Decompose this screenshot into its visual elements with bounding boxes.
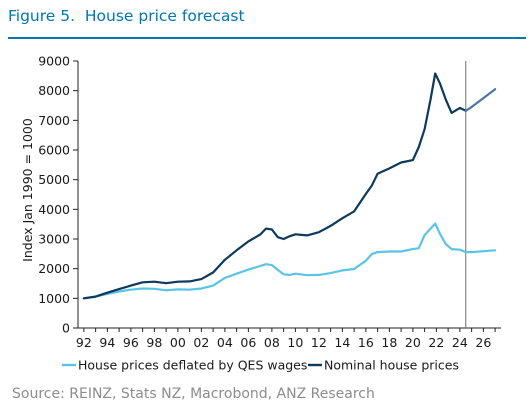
y-tick-label: 2000 xyxy=(38,261,70,276)
legend-label-nominal: Nominal house prices xyxy=(324,358,459,373)
y-tick-label: 8000 xyxy=(38,83,70,98)
legend: House prices deflated by QES wages Nomina… xyxy=(62,358,459,373)
x-tick-label: 16 xyxy=(358,335,374,350)
y-axis-title-group: Index Jan 1990 = 1000 xyxy=(20,118,35,262)
x-tick-label: 98 xyxy=(146,335,162,350)
y-tick-label: 7000 xyxy=(38,113,70,128)
x-tick-label: 96 xyxy=(123,335,139,350)
house-price-chart: Index Jan 1990 = 1000 010002000300040005… xyxy=(20,54,501,373)
legend-label-deflated: House prices deflated by QES wages xyxy=(78,358,307,373)
x-tick-label: 12 xyxy=(311,335,327,350)
y-axis-title: Index Jan 1990 = 1000 xyxy=(20,118,35,262)
x-tick-label: 20 xyxy=(405,335,421,350)
x-tick-label: 02 xyxy=(193,335,209,350)
y-tick-label: 5000 xyxy=(38,172,70,187)
y-tick-label: 0 xyxy=(62,321,70,336)
title-divider xyxy=(8,37,526,39)
nominal-series-line xyxy=(82,72,467,300)
x-tick-label: 18 xyxy=(381,335,397,350)
x-tick-label: 06 xyxy=(240,335,256,350)
y-tick-label: 3000 xyxy=(38,232,70,247)
series-layer xyxy=(82,72,497,300)
y-tick-label: 1000 xyxy=(38,291,70,306)
x-tick-label: 26 xyxy=(475,335,491,350)
x-tick-label: 92 xyxy=(76,335,92,350)
y-tick-label: 9000 xyxy=(38,54,70,69)
x-tick-label: 10 xyxy=(287,335,303,350)
deflated-series-line xyxy=(82,222,497,300)
y-tick-label: 4000 xyxy=(38,202,70,217)
x-tick-label: 00 xyxy=(170,335,186,350)
source-note: Source: REINZ, Stats NZ, Macrobond, ANZ … xyxy=(12,386,375,402)
nominal-forecast-line xyxy=(464,88,497,112)
y-tick-label: 6000 xyxy=(38,143,70,158)
x-tick-label: 22 xyxy=(428,335,444,350)
x-tick-label: 08 xyxy=(264,335,280,350)
x-tick-label: 14 xyxy=(334,335,350,350)
x-tick-label: 04 xyxy=(217,335,233,350)
figure-title: Figure 5. House price forecast xyxy=(8,7,245,25)
x-tick-label: 94 xyxy=(99,335,115,350)
x-tick-label: 24 xyxy=(452,335,468,350)
